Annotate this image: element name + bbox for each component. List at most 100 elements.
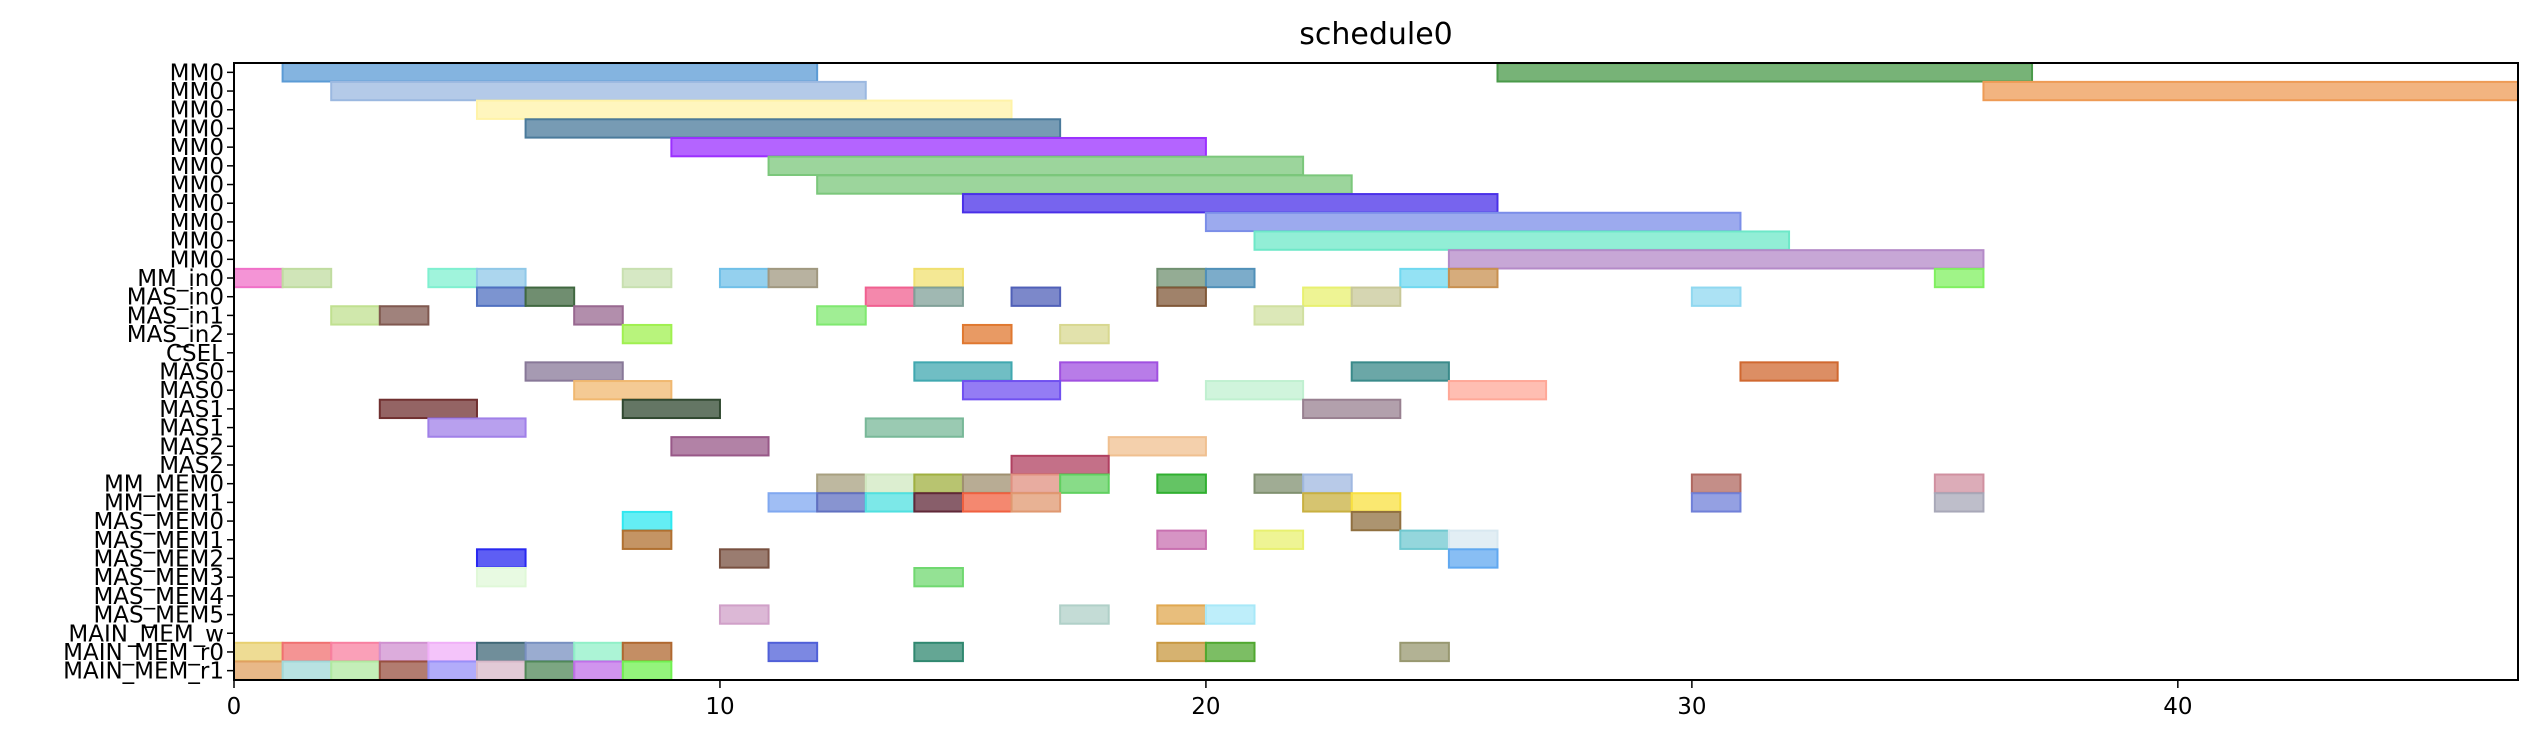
task-bar [330, 80, 867, 102]
task-bar [767, 641, 819, 663]
task-bar [913, 473, 964, 494]
task-bar [1399, 529, 1450, 550]
task-bar [1010, 473, 1062, 494]
y-tick-label: MM0 [170, 135, 224, 161]
task-bar [573, 641, 624, 663]
task-bar [1204, 380, 1305, 401]
task-bar [1010, 454, 1110, 476]
task-bar [718, 267, 770, 289]
task-bar [1253, 230, 1791, 251]
task-bar [864, 492, 916, 513]
y-tick-label: MAIN_MEM_r0 [63, 640, 224, 666]
y-tick-label: MM_MEM0 [104, 472, 224, 498]
task-bar [233, 660, 284, 681]
task-bar [1059, 361, 1159, 382]
y-tick-label: MAS1 [159, 416, 224, 442]
task-bar [427, 267, 478, 289]
task-bar [1350, 286, 1402, 307]
task-bar [1447, 267, 1499, 289]
task-bar [1204, 641, 1256, 663]
y-tick-label: MM0 [170, 191, 224, 217]
task-bar [621, 267, 673, 289]
y-tick-label: MAS_in2 [127, 322, 224, 348]
task-bar [427, 660, 478, 681]
x-tick-label: 10 [705, 694, 734, 720]
task-bar [913, 267, 964, 289]
task-bar [621, 398, 721, 420]
task-bar [1253, 305, 1305, 326]
task-bar [1690, 473, 1742, 494]
task-bar [621, 323, 673, 345]
task-bar [1690, 492, 1742, 513]
y-tick-label: MM0 [170, 247, 224, 273]
task-bar [913, 567, 964, 588]
task-bar [281, 660, 333, 681]
y-tick-label: MM_MEM1 [104, 490, 224, 516]
task-bar [475, 567, 527, 588]
task-bar [1350, 492, 1402, 513]
task-bar [427, 417, 527, 438]
task-bar [524, 641, 576, 663]
task-bar [913, 286, 964, 307]
task-bar [233, 267, 284, 289]
task-bar [767, 492, 819, 513]
x-tick-label: 30 [1677, 694, 1706, 720]
task-bar [1156, 604, 1207, 625]
task-bar [1059, 604, 1110, 625]
task-bar [1156, 267, 1207, 289]
y-tick-label: MAS_MEM1 [93, 528, 224, 554]
task-bar [961, 380, 1062, 401]
x-axis: 0 10 20 30 40 [227, 680, 2192, 720]
task-bar [1204, 604, 1256, 625]
task-bar [573, 305, 624, 326]
y-tick-label: MM_in0 [137, 266, 224, 292]
task-bar [1302, 492, 1353, 513]
task-bar [524, 286, 576, 307]
task-bar [1350, 361, 1450, 382]
task-bar [816, 473, 867, 494]
task-bar [330, 305, 381, 326]
task-bar [1447, 548, 1499, 569]
task-bars [233, 62, 2519, 681]
task-bar [1156, 286, 1207, 307]
task-bar [475, 99, 1013, 120]
x-tick-label: 20 [1191, 694, 1220, 720]
task-bar [475, 660, 527, 681]
y-axis: MM0MM0MM0MM0MM0MM0MM0MM0MM0MM0MM0MM_in0M… [63, 60, 234, 685]
y-tick-label: MM0 [170, 173, 224, 199]
y-tick-label: CSEL [166, 341, 224, 367]
task-bar [1059, 473, 1110, 494]
y-tick-label: MAS_in1 [127, 303, 224, 329]
task-bar [913, 492, 964, 513]
task-bar [767, 155, 1305, 176]
x-tick-label: 40 [2163, 694, 2192, 720]
task-bar [1059, 323, 1110, 345]
task-bar [961, 492, 1013, 513]
task-bar [670, 136, 1207, 158]
task-bar [718, 604, 770, 625]
y-tick-label: MAS_MEM0 [93, 509, 224, 535]
y-tick-label: MM0 [170, 79, 224, 105]
y-tick-label: MAIN_MEM_w [68, 621, 224, 647]
task-bar [1302, 473, 1353, 494]
y-tick-label: MAS0 [159, 378, 224, 404]
task-bar [233, 641, 284, 663]
task-bar [1253, 529, 1305, 550]
task-bar [816, 305, 867, 326]
task-bar [767, 267, 819, 289]
task-bar [1933, 492, 1985, 513]
task-bar [330, 641, 381, 663]
task-bar [718, 548, 770, 569]
task-bar [961, 193, 1499, 214]
task-bar [961, 323, 1013, 345]
task-bar [1156, 473, 1207, 494]
task-bar [281, 641, 333, 663]
task-bar [621, 660, 673, 681]
task-bar [816, 492, 867, 513]
task-bar [1933, 267, 1985, 289]
task-bar [1447, 380, 1548, 401]
task-bar [621, 510, 673, 532]
task-bar [1204, 267, 1256, 289]
task-bar [378, 641, 430, 663]
